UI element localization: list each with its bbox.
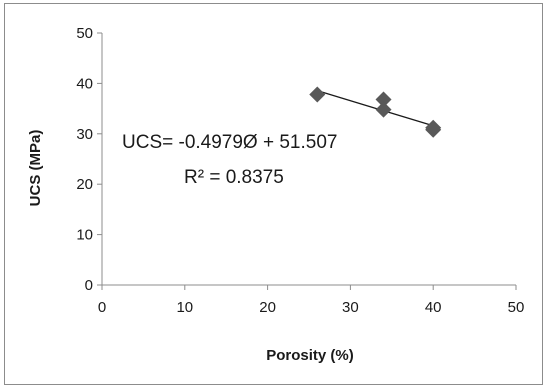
y-tick-label: 50 — [76, 25, 93, 42]
x-tick-label: 40 — [425, 299, 442, 316]
data-points — [309, 86, 442, 138]
data-point — [375, 91, 392, 108]
y-axis-ticks: 0 10 20 30 40 50 — [76, 25, 102, 294]
scatter-chart: 0 10 20 30 40 50 0 10 20 30 40 50 UCS= -0.4979Ø + … — [27, 25, 525, 364]
r-squared-label: R² = 0.8375 — [184, 167, 284, 188]
x-tick-label: 30 — [342, 299, 359, 316]
data-point — [309, 86, 326, 103]
y-tick-label: 40 — [76, 75, 93, 92]
chart-frame: 0 10 20 30 40 50 0 10 20 30 40 50 UCS= -0.4979Ø + … — [4, 3, 543, 385]
x-tick-label: 20 — [259, 299, 276, 316]
x-tick-label: 10 — [176, 299, 193, 316]
trendline — [317, 90, 434, 127]
data-point — [425, 121, 442, 138]
x-axis-title: Porosity (%) — [266, 347, 354, 364]
x-tick-label: 50 — [508, 299, 525, 316]
y-tick-label: 20 — [76, 176, 93, 193]
y-axis-title: UCS (MPa) — [27, 130, 44, 207]
y-tick-label: 0 — [85, 277, 93, 294]
x-tick-label: 0 — [98, 299, 106, 316]
y-tick-label: 30 — [76, 126, 93, 143]
trendline-equation: UCS= -0.4979Ø + 51.507 — [122, 132, 337, 153]
data-point — [375, 101, 392, 118]
x-axis-ticks: 0 10 20 30 40 50 — [98, 285, 525, 316]
y-tick-label: 10 — [76, 227, 93, 244]
